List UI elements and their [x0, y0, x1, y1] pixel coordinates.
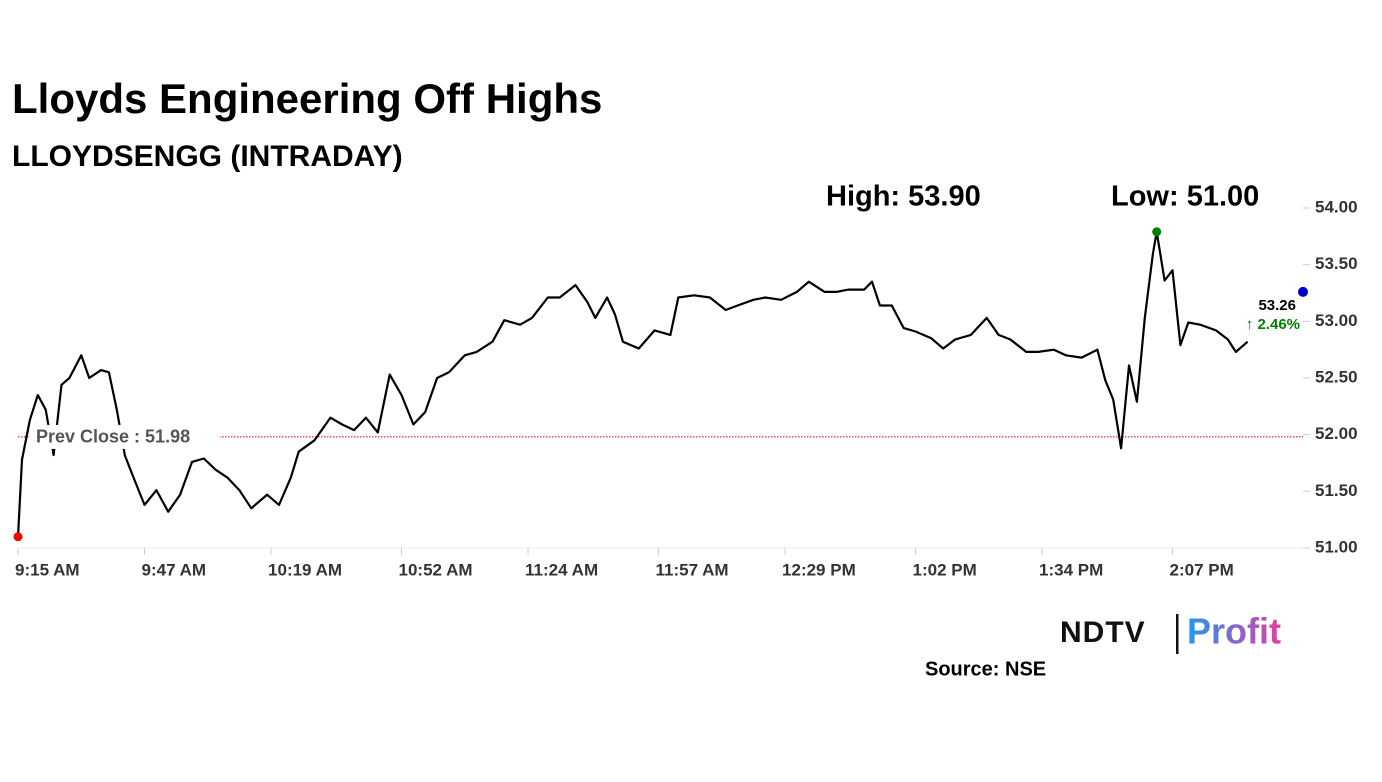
- source: Source: NSE: [925, 658, 1046, 680]
- y-tick-label: 53.00: [1315, 311, 1358, 330]
- y-tick-label: 51.50: [1315, 481, 1358, 500]
- y-tick-label: 52.00: [1315, 424, 1358, 443]
- x-tick-label: 11:57 AM: [656, 560, 729, 579]
- price-line: [16, 230, 1249, 537]
- y-tick-label: 51.00: [1315, 537, 1358, 556]
- last-dot: [1298, 286, 1308, 297]
- chart-subtitle: LLOYDSENGG (INTRADAY): [12, 140, 403, 173]
- x-tick-label: 12:29 PM: [782, 560, 856, 579]
- y-tick-label: 53.50: [1315, 254, 1358, 273]
- x-tick-label: 9:15 AM: [15, 560, 80, 579]
- x-tick-label: 1:02 PM: [913, 560, 977, 579]
- x-tick-label: 2:07 PM: [1170, 560, 1234, 579]
- x-tick-label: 1:34 PM: [1039, 560, 1103, 579]
- low-dot: [13, 532, 23, 542]
- y-tick-label: 54.00: [1315, 197, 1358, 216]
- chart-title: Lloyds Engineering Off Highs: [12, 75, 602, 122]
- high-label: High: 53.90: [826, 181, 981, 213]
- x-tick-label: 10:52 AM: [399, 560, 473, 579]
- change-label: ↑ 2.46%: [1246, 316, 1300, 333]
- prev-close-label-bg: [30, 424, 220, 449]
- logo-divider: [1176, 614, 1179, 654]
- logo-left: NDTV: [1060, 616, 1146, 649]
- prev-close-label: Prev Close : 51.98: [36, 427, 190, 447]
- x-tick-label: 9:47 AM: [142, 560, 207, 579]
- x-tick-label: 11:24 AM: [525, 560, 598, 579]
- logo-right: Profit: [1187, 611, 1281, 652]
- low-label: Low: 51.00: [1111, 181, 1259, 213]
- high-dot: [1152, 227, 1162, 237]
- last-value-label: 53.26: [1258, 297, 1296, 314]
- logo: NDTV Profit: [1060, 611, 1281, 654]
- x-tick-label: 10:19 AM: [268, 560, 342, 579]
- y-tick-label: 52.50: [1315, 367, 1358, 386]
